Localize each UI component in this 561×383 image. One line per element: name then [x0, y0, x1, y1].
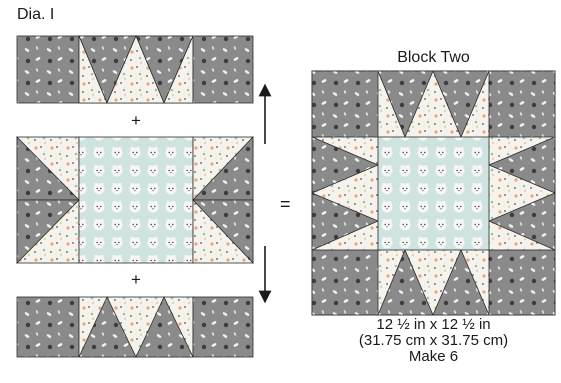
bottom-row-left-square — [16, 296, 80, 358]
top-row — [16, 34, 254, 105]
block-quantity: Make 6 — [408, 348, 459, 365]
block-center-square — [377, 136, 490, 251]
block-corner-bottom-right — [488, 249, 556, 316]
diagram-label: Dia. I — [17, 6, 55, 23]
middle-row-center-square — [78, 136, 194, 264]
equals-sign: = — [280, 194, 291, 214]
plus-sign-bottom: + — [131, 270, 141, 289]
block-title: Block Two — [397, 49, 470, 66]
top-row-left-square — [16, 35, 80, 104]
block-size-inches: 12 ½ in x 12 ½ in — [376, 316, 491, 333]
block-size-cm: (31.75 cm x 31.75 cm) — [358, 332, 509, 349]
middle-row — [16, 136, 254, 264]
block-corner-top-right — [488, 70, 556, 138]
middle-row-right-geese — [192, 136, 254, 264]
finished-block — [311, 70, 556, 316]
block-corner-bottom-left — [311, 249, 379, 316]
top-row-flying-geese — [78, 34, 194, 105]
bottom-row — [16, 296, 254, 358]
bottom-row-flying-geese — [78, 296, 194, 358]
middle-row-left-geese — [16, 136, 80, 264]
bottom-row-right-square — [192, 296, 254, 358]
block-corner-top-left — [311, 70, 379, 138]
block-caption: 12 ½ in x 12 ½ in (31.75 cm x 31.75 cm) … — [312, 317, 555, 365]
top-row-right-square — [192, 35, 254, 104]
plus-sign-top: + — [131, 111, 141, 130]
